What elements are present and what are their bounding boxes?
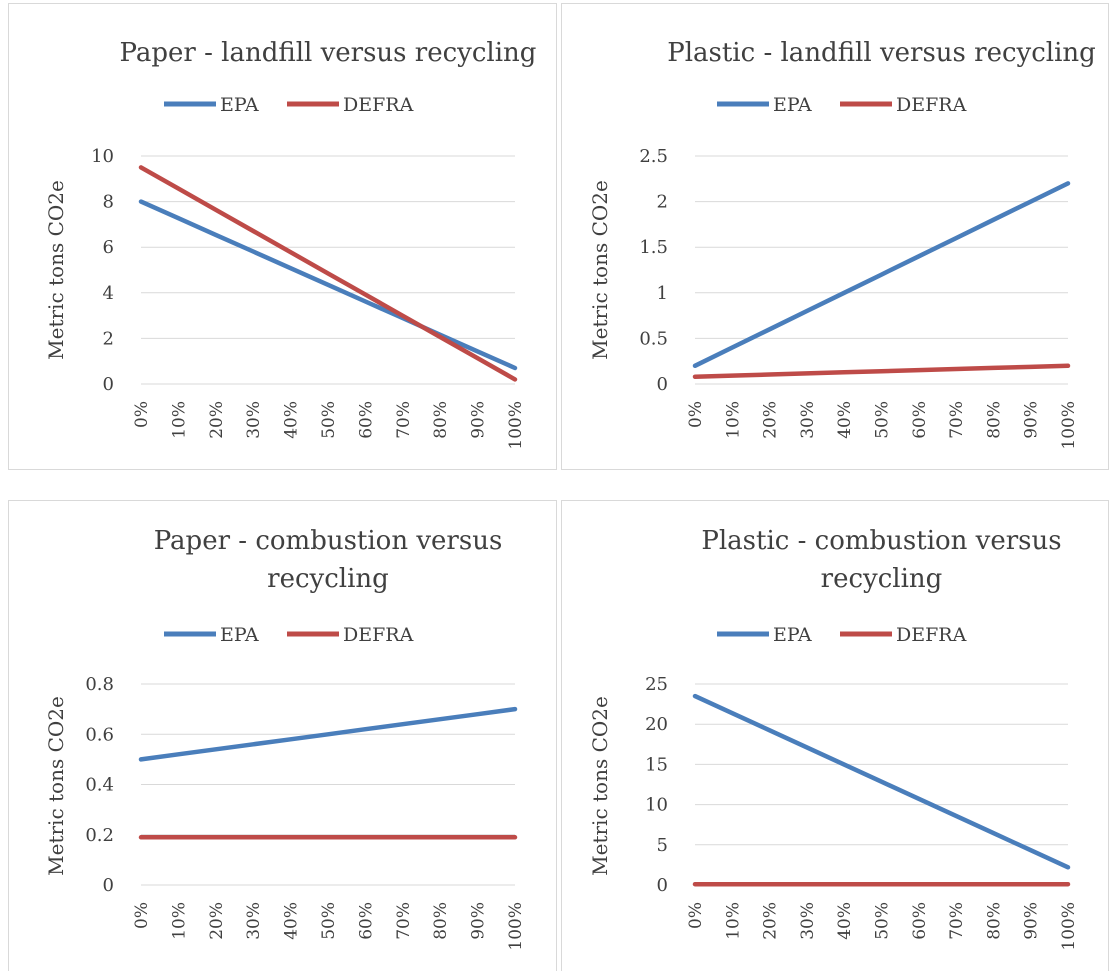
y-tick-label: 10 (91, 146, 114, 167)
x-tick-label: 0% (686, 401, 706, 428)
legend-label-epa: EPA (220, 624, 259, 646)
legend-label-defra: DEFRA (896, 94, 967, 116)
y-tick-label: 2 (657, 192, 668, 213)
y-tick-label: 10 (645, 795, 668, 816)
y-tick-label: 1 (657, 283, 668, 304)
y-tick-label: 2.5 (639, 146, 668, 167)
x-tick-label: 100% (506, 401, 526, 450)
chart-title: recycling (821, 564, 943, 594)
x-tick-label: 10% (169, 401, 189, 439)
x-tick-label: 20% (207, 902, 227, 940)
x-tick-label: 80% (431, 401, 451, 439)
chart-svg: Plastic - combustion versus recycling EPA D… (588, 526, 1079, 951)
y-tick-label: 25 (645, 674, 668, 695)
x-tick-label: 50% (873, 902, 893, 940)
legend-label-defra: DEFRA (896, 624, 967, 646)
x-tick-label: 60% (910, 902, 930, 940)
series-line-epa (692, 181, 1071, 369)
y-axis-label: Metric tons CO2e (588, 696, 612, 876)
y-tick-label: 4 (103, 283, 114, 304)
y-tick-label: 5 (657, 835, 668, 856)
y-axis-label: Metric tons CO2e (44, 696, 68, 876)
x-tick-label: 90% (469, 902, 489, 940)
x-tick-label: 30% (244, 902, 264, 940)
y-axis-label: Metric tons CO2e (588, 180, 612, 360)
x-tick-label: 70% (947, 902, 967, 940)
y-tick-label: 0 (103, 875, 114, 896)
chart-svg: Paper - combustion versus recycling EPA DEF… (44, 526, 526, 951)
x-tick-label: 70% (947, 401, 967, 439)
legend-label-epa: EPA (773, 94, 812, 116)
x-tick-label: 100% (1059, 401, 1079, 450)
x-tick-label: 20% (207, 401, 227, 439)
chart-title: Plastic - combustion versus (701, 526, 1061, 556)
y-tick-label: 0.5 (639, 328, 668, 349)
x-tick-label: 50% (319, 902, 339, 940)
x-tick-label: 60% (910, 401, 930, 439)
y-tick-label: 1.5 (639, 237, 668, 258)
x-tick-label: 80% (984, 902, 1004, 940)
legend-label-epa: EPA (220, 94, 259, 116)
series-line-epa (138, 199, 518, 371)
chart-title: recycling (267, 564, 389, 594)
x-tick-label: 40% (835, 401, 855, 439)
x-tick-label: 10% (723, 401, 743, 439)
chart-title: Paper - landfill versus recycling (120, 38, 537, 68)
x-tick-label: 10% (169, 902, 189, 940)
x-tick-label: 60% (356, 902, 376, 940)
chart-panel-plastic-landfill: Plastic - landfill versus recycling EPA DE… (561, 3, 1109, 470)
x-tick-label: 50% (873, 401, 893, 439)
y-tick-label: 8 (103, 192, 114, 213)
chart-title: Plastic - landfill versus recycling (667, 38, 1096, 68)
legend-label-defra: DEFRA (343, 94, 414, 116)
x-tick-label: 30% (798, 401, 818, 439)
y-tick-label: 20 (645, 714, 668, 735)
x-tick-label: 40% (282, 902, 302, 940)
chart-panel-plastic-combustion: Plastic - combustion versus recycling EPA D… (561, 500, 1109, 971)
y-tick-label: 0.2 (85, 825, 114, 846)
chart-panel-paper-combustion: Paper - combustion versus recycling EPA DEF… (8, 500, 557, 971)
legend-label-epa: EPA (773, 624, 812, 646)
x-tick-label: 40% (282, 401, 302, 439)
x-tick-label: 20% (761, 401, 781, 439)
chart-svg: Paper - landfill versus recycling EPA DEFR… (44, 38, 537, 450)
x-tick-label: 20% (761, 902, 781, 940)
series-line-defra (692, 363, 1071, 379)
x-tick-label: 60% (356, 401, 376, 439)
y-tick-label: 0.8 (85, 674, 114, 695)
x-tick-label: 70% (394, 401, 414, 439)
y-tick-label: 15 (645, 754, 668, 775)
x-tick-label: 30% (798, 902, 818, 940)
x-tick-label: 0% (132, 902, 152, 929)
x-tick-label: 30% (244, 401, 264, 439)
y-tick-label: 0 (657, 875, 668, 896)
chart-panel-paper-landfill: Paper - landfill versus recycling EPA DEFR… (8, 3, 557, 470)
series-line-defra (138, 165, 518, 382)
y-tick-label: 6 (103, 237, 114, 258)
x-tick-label: 100% (506, 902, 526, 951)
y-tick-label: 0.6 (85, 724, 114, 745)
x-tick-label: 80% (984, 401, 1004, 439)
legend-label-defra: DEFRA (343, 624, 414, 646)
x-tick-label: 80% (431, 902, 451, 940)
series-line-epa (138, 706, 518, 762)
x-tick-label: 90% (1022, 401, 1042, 439)
x-tick-label: 70% (394, 902, 414, 940)
y-tick-label: 0.4 (85, 775, 114, 796)
chart-title: Paper - combustion versus (154, 526, 503, 556)
chart-svg: Plastic - landfill versus recycling EPA DE… (588, 38, 1096, 450)
y-tick-label: 2 (103, 328, 114, 349)
x-tick-label: 90% (1022, 902, 1042, 940)
x-tick-label: 10% (723, 902, 743, 940)
x-tick-label: 0% (686, 902, 706, 929)
x-tick-label: 50% (319, 401, 339, 439)
x-tick-label: 40% (835, 902, 855, 940)
x-tick-label: 100% (1059, 902, 1079, 951)
y-axis-label: Metric tons CO2e (44, 180, 68, 360)
series-line-epa (692, 693, 1071, 870)
x-tick-label: 90% (469, 401, 489, 439)
y-tick-label: 0 (657, 374, 668, 395)
y-tick-label: 0 (103, 374, 114, 395)
x-tick-label: 0% (132, 401, 152, 428)
